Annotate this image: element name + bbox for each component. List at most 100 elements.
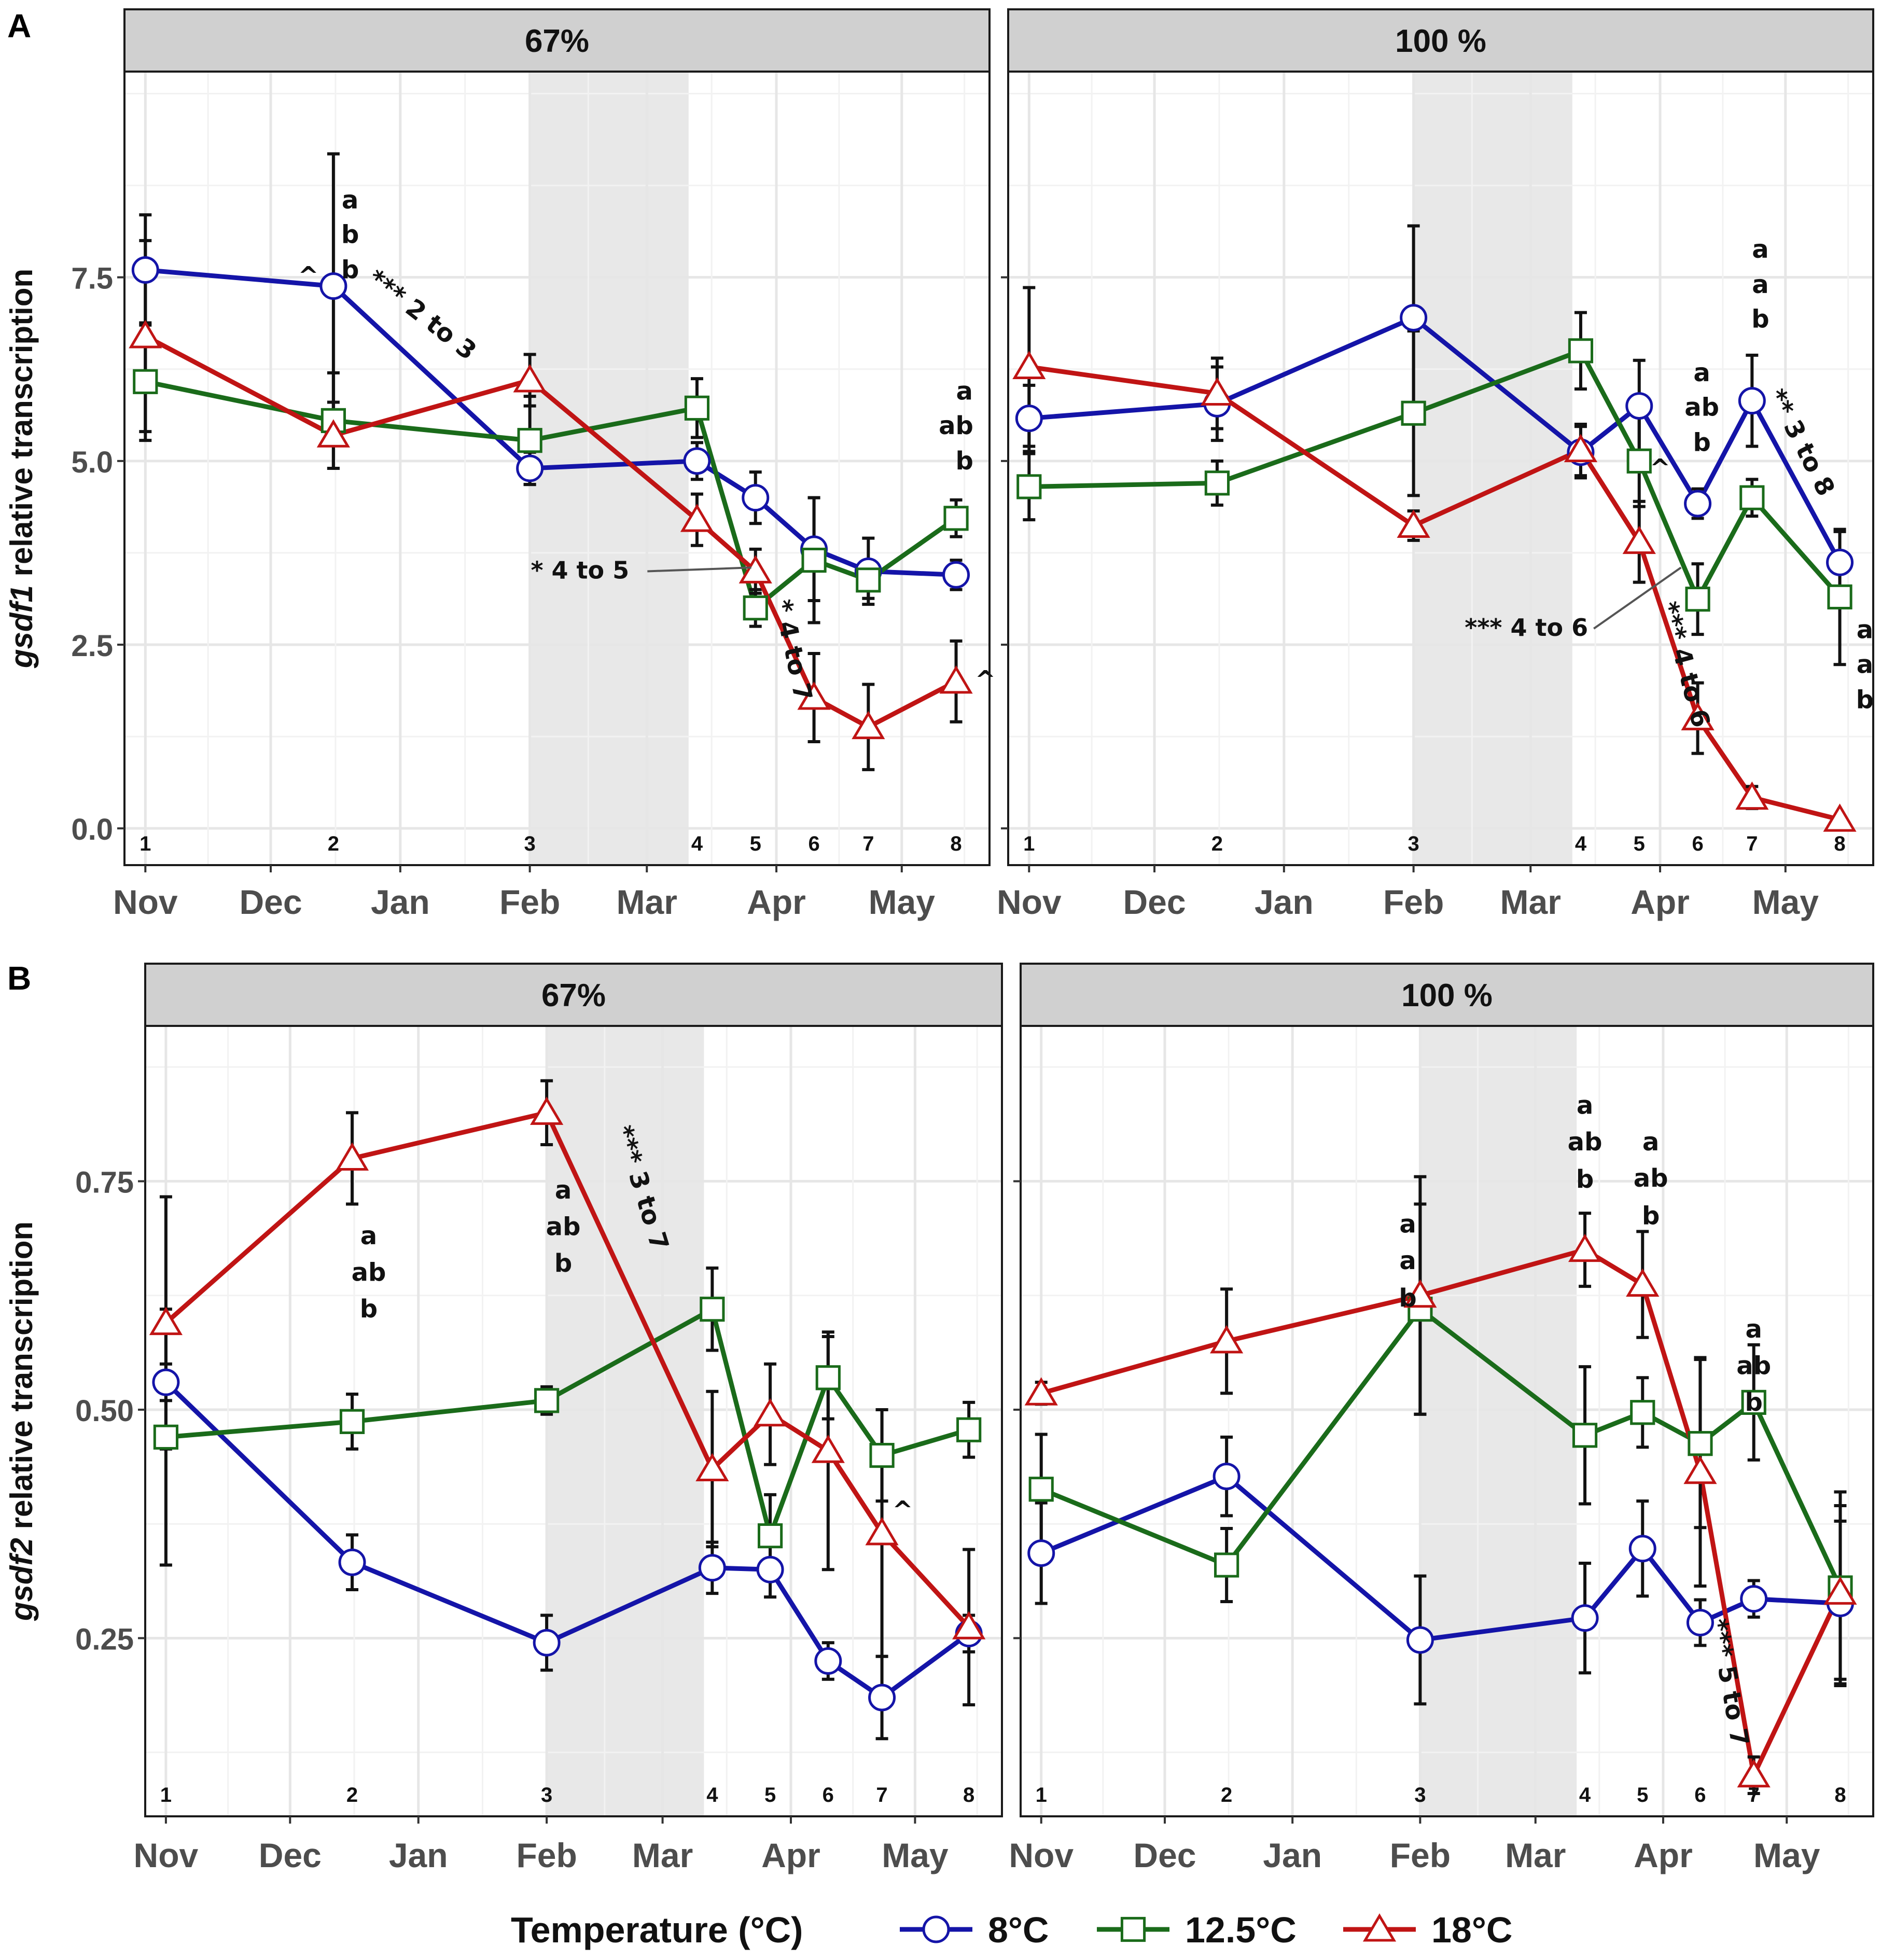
data-point-18°C-8 — [939, 665, 973, 694]
data-point-18°C-1 — [1024, 1377, 1058, 1406]
x-tick-label: Nov — [134, 1836, 199, 1874]
plot-frame — [1020, 1025, 1874, 1817]
sampling-point-label: 1 — [160, 1784, 172, 1806]
data-point-8°C-8 — [942, 561, 970, 589]
sampling-point-label: 8 — [1834, 832, 1845, 855]
data-point-8°C-6 — [1684, 490, 1712, 518]
data-point-12.5°C-5 — [757, 1523, 783, 1549]
data-point-8°C-3 — [516, 454, 544, 482]
sampling-point-label: 4 — [706, 1784, 718, 1806]
data-point-8°C-2 — [319, 272, 347, 300]
data-point-18°C-7 — [865, 1517, 899, 1546]
data-point-18°C-5 — [753, 1398, 787, 1427]
data-point-12.5°C-1 — [133, 369, 158, 394]
caret-annotation: ^ — [298, 261, 318, 290]
letter-annotation: a — [1745, 1315, 1762, 1344]
y-axis-label-gene: gsdf1 — [4, 585, 39, 669]
plot-frame — [144, 1025, 1003, 1817]
letter-annotation: b — [1856, 685, 1874, 714]
data-point-12.5°C-1 — [1016, 474, 1042, 499]
sampling-point-label: 6 — [823, 1784, 834, 1806]
sampling-point-label: 3 — [524, 832, 535, 855]
shaded-period — [1413, 72, 1572, 865]
legend: Temperature (°C) 8°C 12.5°C 18°C — [511, 1910, 1512, 1950]
legend-title: Temperature (°C) — [511, 1910, 803, 1950]
annotation-pointer — [1593, 566, 1682, 630]
data-point-18°C-1 — [129, 320, 162, 349]
shaded-period — [547, 1026, 704, 1816]
letter-annotation: a — [1752, 270, 1768, 299]
sampling-point-label: 7 — [862, 832, 874, 855]
data-point-18°C-1 — [1012, 351, 1046, 379]
facet-strip — [1020, 963, 1874, 1027]
x-tick-label: Apr — [1634, 1836, 1693, 1874]
data-point-8°C-1 — [152, 1368, 180, 1396]
sampling-point-label: 6 — [808, 832, 819, 855]
x-tick-label: Mar — [1505, 1836, 1566, 1874]
letter-annotation: ab — [1736, 1351, 1771, 1380]
plot-frame — [123, 71, 991, 866]
annotation-label: * 4 to 5 — [531, 557, 629, 585]
sampling-point-label: 4 — [691, 832, 703, 855]
sampling-point-label: 3 — [1414, 1784, 1426, 1806]
x-tick-label: Mar — [1500, 883, 1561, 921]
y-tick-label: 5.0 — [71, 446, 113, 479]
data-point-12.5°C-7 — [1739, 485, 1765, 510]
sampling-point-label: 5 — [764, 1784, 776, 1806]
data-point-8°C-7 — [1738, 387, 1766, 415]
letter-annotation: ab — [1568, 1128, 1603, 1157]
data-point-12.5°C-6 — [1688, 1431, 1713, 1456]
data-point-18°C-4 — [1564, 434, 1598, 463]
data-point-12.5°C-6 — [815, 1365, 841, 1391]
data-point-12.5°C-4 — [700, 1297, 725, 1322]
letter-annotation: a — [1693, 358, 1710, 387]
shaded-period — [1420, 1026, 1577, 1816]
data-point-8°C-4 — [683, 447, 711, 475]
x-tick-label: Feb — [1383, 883, 1444, 921]
facet-strip — [144, 963, 1003, 1027]
letter-annotation: a — [1399, 1246, 1416, 1275]
x-tick-label: Dec — [259, 1836, 322, 1874]
letter-annotation: b — [1642, 1201, 1660, 1230]
data-point-18°C-4 — [1568, 1233, 1602, 1262]
x-tick-label: May — [869, 883, 936, 921]
panel-label-b: B — [7, 960, 31, 997]
data-point-12.5°C-5 — [743, 595, 768, 621]
x-tick-label: Apr — [747, 883, 806, 921]
data-point-8°C-8 — [1826, 548, 1854, 576]
legend-entry-label: 8°C — [988, 1910, 1049, 1950]
data-point-8°C-3 — [1400, 304, 1428, 332]
data-point-18°C-7 — [1735, 781, 1769, 810]
letter-annotation: a — [342, 186, 358, 215]
data-point-8°C-6 — [814, 1647, 842, 1675]
data-point-8°C-4 — [1571, 1604, 1599, 1632]
y-tick-label: 2.5 — [71, 629, 113, 663]
sampling-point-label: 5 — [1637, 1784, 1648, 1806]
data-point-12.5°C-8 — [943, 506, 969, 531]
data-point-8°C-1 — [1015, 405, 1043, 433]
sampling-point-label: 8 — [963, 1784, 974, 1806]
facet-label: 67% — [525, 23, 589, 59]
data-point-12.5°C-1 — [153, 1424, 179, 1450]
facet-label: 100 % — [1401, 978, 1493, 1013]
data-point-12.5°C-4 — [684, 395, 710, 421]
data-point-18°C-6 — [1683, 1455, 1717, 1484]
x-tick-label: Dec — [239, 883, 302, 921]
sampling-point-label: 5 — [1634, 832, 1645, 855]
legend-key-marker-18°C — [1362, 1913, 1397, 1942]
y-tick-label: 0.0 — [71, 813, 113, 846]
y-tick-label: 0.50 — [75, 1394, 134, 1428]
data-point-12.5°C-7 — [869, 1442, 895, 1468]
letter-annotation: b — [554, 1249, 572, 1278]
data-point-12.5°C-1 — [1028, 1477, 1054, 1502]
letter-annotation: ab — [1634, 1164, 1668, 1193]
letter-annotation: a — [360, 1221, 377, 1250]
data-point-18°C-8 — [1823, 1576, 1857, 1605]
data-point-18°C-6 — [1681, 702, 1715, 731]
letter-annotation: b — [1751, 304, 1769, 333]
x-tick-label: Dec — [1133, 1836, 1196, 1874]
sampling-point-label: 4 — [1575, 832, 1587, 855]
data-point-12.5°C-6 — [1685, 587, 1710, 612]
sampling-point-label: 1 — [1036, 1784, 1047, 1806]
